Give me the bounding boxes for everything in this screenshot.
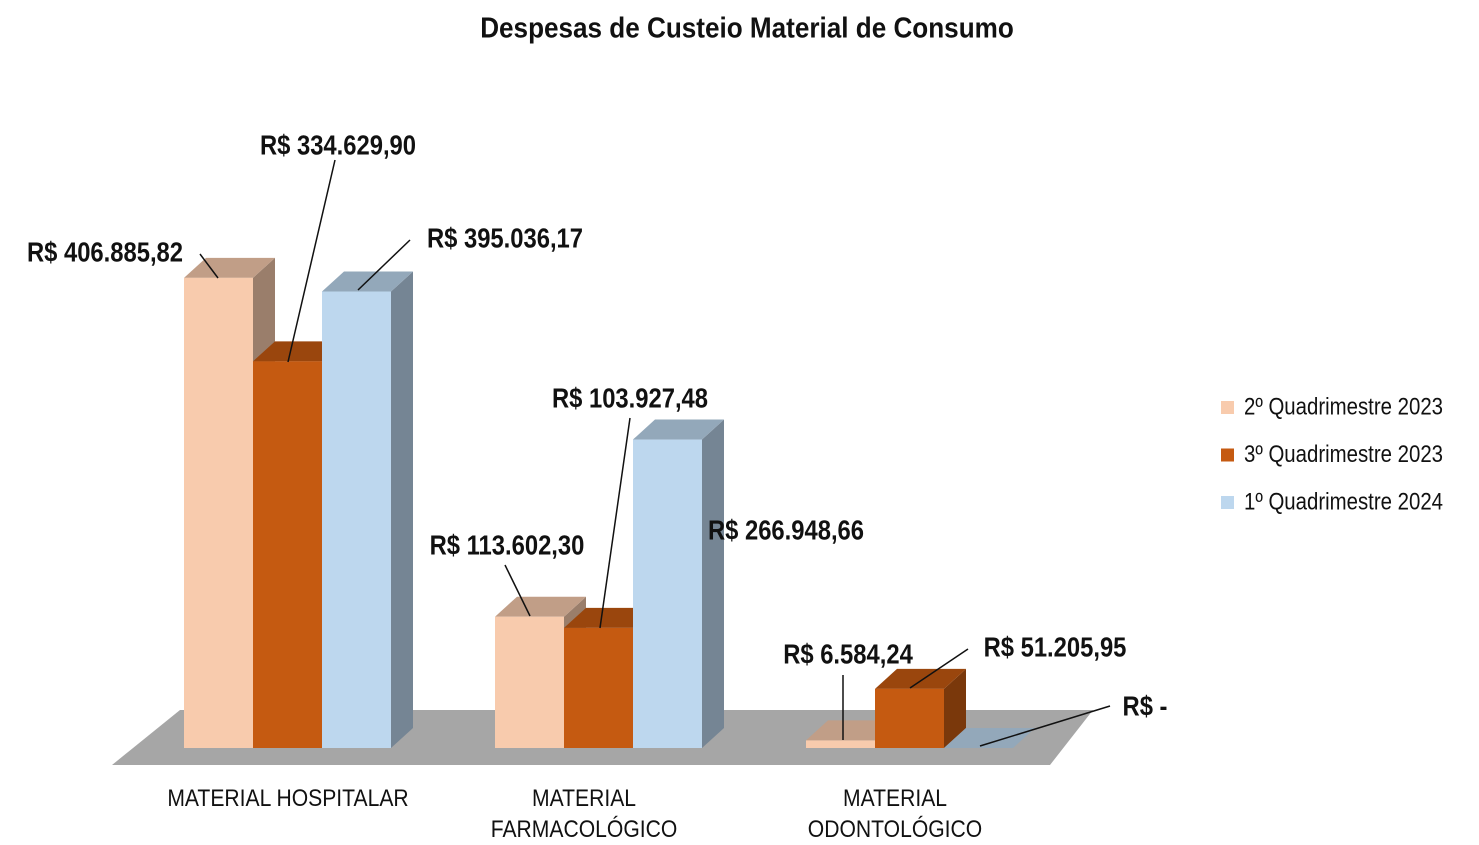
x-tick-label: MATERIAL ODONTOLÓGICO xyxy=(807,785,982,843)
legend-label: 3º Quadrimestre 2023 xyxy=(1244,440,1443,467)
data-label: R$ 395.036,17 xyxy=(427,222,583,254)
bar xyxy=(633,419,724,748)
bar-front xyxy=(633,439,702,748)
legend-swatch xyxy=(1221,448,1234,462)
leader-line xyxy=(979,705,1111,747)
leader-line xyxy=(599,417,631,629)
bar-top xyxy=(253,341,344,362)
legend-swatch xyxy=(1221,401,1234,414)
bar-side xyxy=(944,668,966,748)
leader-line xyxy=(287,159,336,363)
leader-line xyxy=(199,253,219,279)
bar-front xyxy=(495,616,564,748)
bar-top xyxy=(944,728,1035,748)
x-tick-label: MATERIAL FARMACOLÓGICO xyxy=(490,785,677,843)
bar-side xyxy=(391,271,413,748)
bar-front xyxy=(184,277,253,748)
bar xyxy=(944,728,1035,748)
leader-line xyxy=(357,239,411,291)
bar xyxy=(875,668,966,748)
bar xyxy=(322,271,413,748)
bar-top xyxy=(806,720,897,741)
data-label: R$ 113.602,30 xyxy=(430,529,585,561)
bar-front xyxy=(322,291,391,748)
data-label: R$ 6.584,24 xyxy=(783,638,913,670)
bar-top xyxy=(564,607,655,628)
leader-line xyxy=(909,648,969,689)
chart-title: Despesas de Custeio Material de Consumo xyxy=(480,11,1014,44)
leader-line xyxy=(504,564,531,617)
bar-top xyxy=(875,668,966,689)
data-label: R$ 334.629,90 xyxy=(260,129,416,161)
legend-swatch xyxy=(1221,496,1234,509)
data-label: R$ 406.885,82 xyxy=(27,236,183,268)
bar-front xyxy=(806,740,875,748)
bar-front xyxy=(253,361,322,748)
x-tick-label: MATERIAL HOSPITALAR xyxy=(166,785,409,812)
legend-label: 2º Quadrimestre 2023 xyxy=(1244,393,1443,420)
bar-side xyxy=(702,419,724,748)
legend-label: 1º Quadrimestre 2024 xyxy=(1244,488,1443,515)
bar-top xyxy=(495,596,586,617)
data-label: R$ - xyxy=(1123,690,1168,722)
data-label: R$ 266.948,66 xyxy=(708,514,864,546)
data-label: R$ 51.205,95 xyxy=(984,631,1127,663)
data-label: R$ 103.927,48 xyxy=(552,382,708,414)
bar-front xyxy=(875,688,944,748)
bar-top xyxy=(633,419,724,440)
bar-front xyxy=(564,627,633,748)
